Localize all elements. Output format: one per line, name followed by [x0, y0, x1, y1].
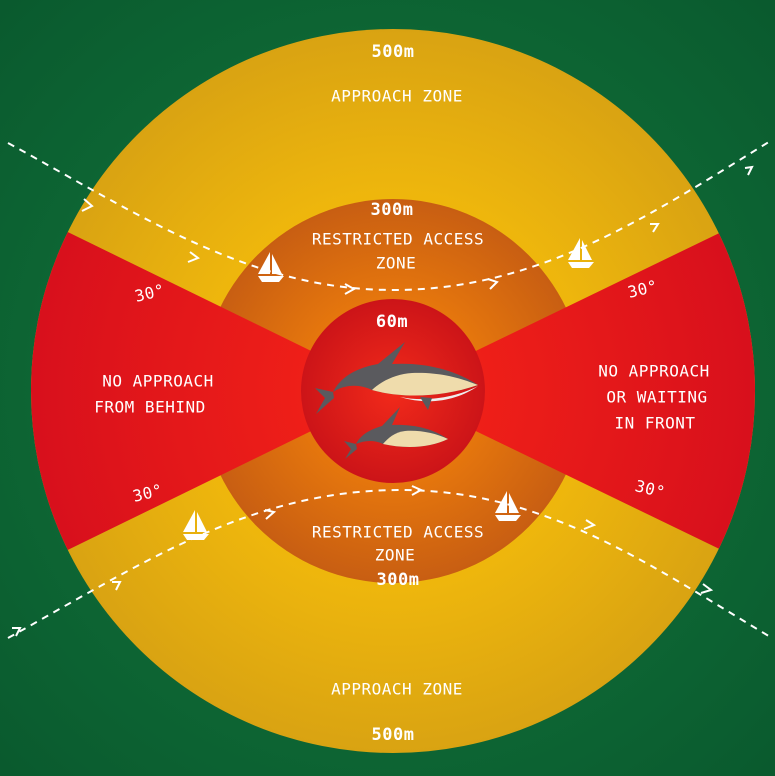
wedge-label: NO APPROACH: [598, 362, 709, 381]
zone-label: APPROACH ZONE: [331, 680, 463, 699]
zone-label: RESTRICTED ACCESS: [312, 523, 484, 542]
distance-label: 500m: [372, 725, 415, 745]
diagram: 500m APPROACH ZONE 300m RESTRICTED ACCES…: [0, 0, 775, 776]
page: {"zones": { "approach_top": {"distance":…: [0, 0, 775, 776]
distance-label: 500m: [372, 42, 415, 62]
wedge-label: NO APPROACH: [102, 372, 213, 391]
zone-label: ZONE: [376, 254, 417, 273]
zone-label: RESTRICTED ACCESS: [312, 230, 484, 249]
wedge-label: IN FRONT: [614, 414, 695, 433]
distance-label: 60m: [376, 312, 408, 332]
distance-label: 300m: [371, 200, 414, 220]
distance-label: 300m: [377, 570, 420, 590]
zone-label: APPROACH ZONE: [331, 87, 463, 106]
wedge-label: OR WAITING: [606, 388, 707, 407]
zone-label: ZONE: [375, 546, 416, 565]
wedge-label: FROM BEHIND: [94, 398, 205, 417]
